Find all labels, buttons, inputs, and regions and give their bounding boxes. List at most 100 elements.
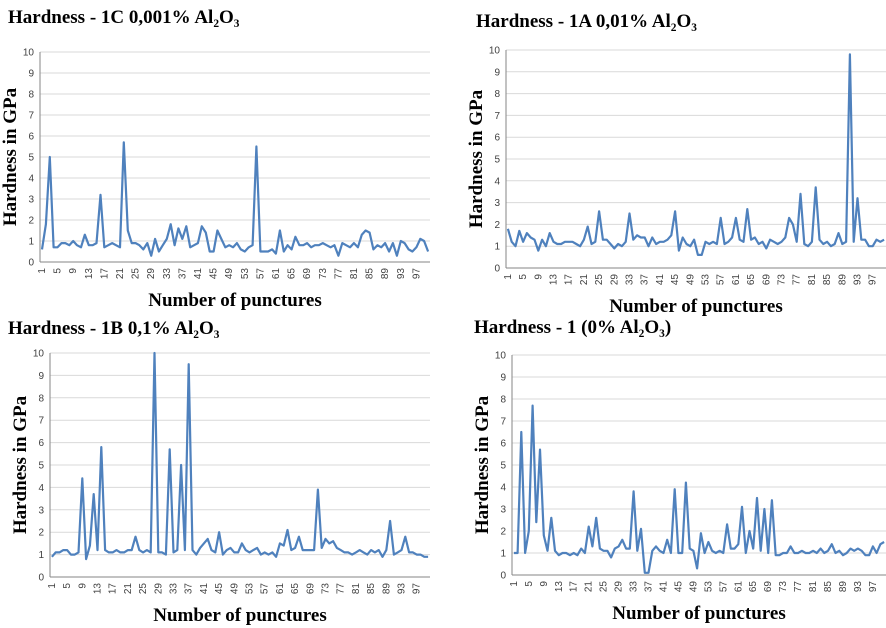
- y-tick-label: 8: [38, 393, 44, 404]
- x-tick-label: 85: [365, 268, 376, 280]
- chart-1: Hardness - 1 (0% Al₂O₃) 0 1 2 3 4 5 6 7 8 9 10 1 5 9 1…: [440, 314, 886, 628]
- y-tick-label: 5: [28, 153, 34, 164]
- x-tick-label: 9: [539, 581, 550, 587]
- x-tick-label: 25: [138, 583, 149, 595]
- y-tick-label: 1: [28, 237, 34, 248]
- x-axis-label: Number of punctures: [612, 603, 785, 624]
- x-tick-label: 57: [260, 583, 271, 595]
- x-tick-label: 89: [381, 583, 392, 595]
- y-tick-label: 4: [494, 176, 500, 187]
- y-axis-label: Hardness in GPa: [10, 395, 31, 534]
- x-tick-label: 93: [853, 581, 864, 593]
- x-tick-label: 9: [533, 274, 544, 280]
- y-tick-label: 3: [28, 195, 34, 206]
- x-tick-label: 85: [366, 583, 377, 595]
- x-tick-label: 85: [822, 274, 833, 286]
- y-tick-label: 10: [489, 46, 501, 57]
- x-tick-label: 69: [302, 268, 313, 280]
- x-tick-label: 77: [793, 581, 804, 593]
- x-tick-label: 17: [108, 583, 119, 595]
- x-tick-label: 49: [685, 274, 696, 286]
- series-line: [506, 53, 885, 256]
- y-axis-label: Hardness in GPa: [466, 89, 487, 228]
- x-tick-label: 89: [838, 581, 849, 593]
- y-tick-label: 9: [494, 67, 500, 78]
- x-tick-label: 13: [554, 581, 565, 593]
- x-tick-label: 37: [644, 581, 655, 593]
- x-tick-label: 41: [199, 583, 210, 595]
- x-tick-label: 33: [629, 581, 640, 593]
- y-tick-label: 1: [494, 242, 500, 253]
- x-tick-label: 69: [305, 583, 316, 595]
- x-tick-label: 37: [177, 268, 188, 280]
- x-tick-label: 93: [396, 268, 407, 280]
- chart-title: Hardness - 1C 0,001% Al₂O₃: [8, 7, 240, 28]
- y-tick-label: 5: [494, 155, 500, 166]
- y-tick-label: 4: [500, 483, 506, 494]
- x-tick-label: 29: [614, 581, 625, 593]
- y-tick-label: 2: [38, 528, 44, 539]
- x-tick-label: 45: [673, 581, 684, 593]
- chart-1b: Hardness - 1B 0,1% Al₂O₃ 0 1 2 3 4 5 6 7 8 9 10 1 5 9…: [0, 314, 440, 628]
- y-tick-label: 9: [500, 373, 506, 384]
- x-tick-label: 41: [658, 581, 669, 593]
- x-tick-label: 69: [761, 274, 772, 286]
- y-tick-label: 6: [500, 439, 506, 450]
- x-tick-label: 49: [688, 581, 699, 593]
- x-tick-label: 81: [351, 583, 362, 595]
- x-tick-label: 97: [411, 268, 422, 280]
- y-tick-label: 8: [500, 395, 506, 406]
- x-tick-label: 73: [318, 268, 329, 280]
- y-tick-label: 0: [38, 573, 44, 584]
- x-axis-label: Number of punctures: [609, 296, 782, 317]
- y-tick-label: 0: [500, 571, 506, 582]
- y-tick-label: 0: [28, 258, 34, 269]
- chart-title: Hardness - 1A 0,01% Al₂O₃: [476, 11, 697, 32]
- x-tick-label: 49: [229, 583, 240, 595]
- x-tick-label: 29: [609, 274, 620, 286]
- x-tick-label: 77: [333, 268, 344, 280]
- x-tick-label: 97: [412, 583, 423, 595]
- x-axis-label: Number of punctures: [148, 290, 321, 311]
- x-tick-label: 97: [868, 274, 879, 286]
- y-tick-label: 5: [38, 461, 44, 472]
- x-tick-label: 13: [93, 583, 104, 595]
- x-tick-label: 13: [84, 268, 95, 280]
- x-tick-label: 33: [169, 583, 180, 595]
- chart-1a: Hardness - 1A 0,01% Al₂O₃ 0 1 2 3 4 5 6 7 8 9 10 1 5…: [440, 0, 886, 317]
- x-tick-label: 1: [509, 581, 520, 587]
- x-tick-label: 33: [625, 274, 636, 286]
- series-line: [40, 141, 430, 257]
- x-tick-label: 25: [131, 268, 142, 280]
- x-tick-label: 61: [271, 268, 282, 280]
- x-tick-label: 37: [640, 274, 651, 286]
- chart-title: Hardness - 1 (0% Al₂O₃): [474, 317, 672, 338]
- y-tick-label: 6: [38, 438, 44, 449]
- y-tick-label: 3: [38, 505, 44, 516]
- x-tick-label: 81: [349, 268, 360, 280]
- y-tick-label: 10: [33, 349, 45, 360]
- x-tick-label: 45: [670, 274, 681, 286]
- x-tick-label: 33: [162, 268, 173, 280]
- y-tick-label: 1: [500, 549, 506, 560]
- x-tick-label: 5: [53, 268, 64, 274]
- x-tick-label: 5: [518, 274, 529, 280]
- x-tick-label: 81: [807, 274, 818, 286]
- x-tick-label: 65: [748, 581, 759, 593]
- y-tick-label: 2: [494, 220, 500, 231]
- x-tick-label: 61: [275, 583, 286, 595]
- x-tick-label: 41: [655, 274, 666, 286]
- y-tick-label: 0: [494, 264, 500, 275]
- x-tick-label: 29: [146, 268, 157, 280]
- x-tick-label: 53: [701, 274, 712, 286]
- y-axis-label: Hardness in GPa: [472, 395, 493, 534]
- y-tick-label: 6: [28, 132, 34, 143]
- series-line: [51, 351, 429, 561]
- y-tick-label: 10: [495, 351, 507, 362]
- y-tick-label: 10: [23, 48, 35, 59]
- x-tick-label: 81: [808, 581, 819, 593]
- x-tick-label: 5: [524, 581, 535, 587]
